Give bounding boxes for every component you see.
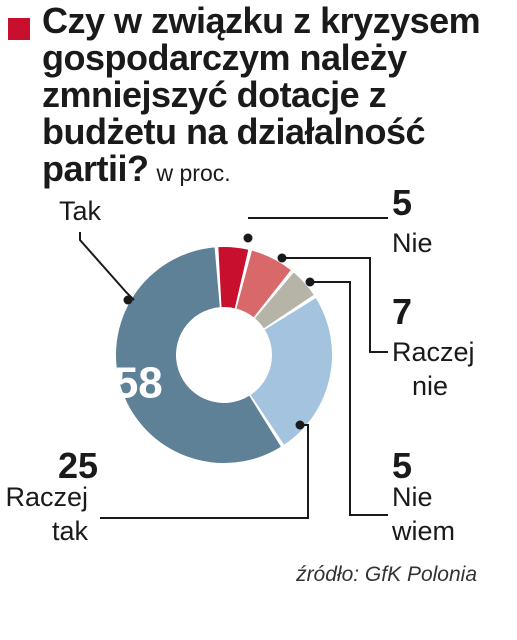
- series-label-tak: Tak: [59, 196, 102, 226]
- leader-dot-nie: [243, 233, 253, 243]
- value-label-raczej-nie: 7: [392, 291, 412, 332]
- leader-dot-nie-wiem: [305, 277, 315, 287]
- value-label-tak: 58: [114, 359, 163, 408]
- donut-slices: [116, 247, 332, 463]
- leader-dot-raczej-nie: [277, 253, 287, 263]
- leader-line-tak: [79, 232, 135, 301]
- series-label-raczej-tak-line-2: tak: [52, 516, 89, 546]
- slice-raczej-nie: [236, 250, 291, 318]
- leader-line-raczej-nie: [282, 257, 388, 353]
- leader-dot-tak: [123, 295, 133, 305]
- source-note: źródło: GfK Polonia: [296, 563, 477, 586]
- series-label-raczej-nie: Raczej: [392, 337, 475, 367]
- leader-lines: [79, 217, 388, 519]
- title-marker: [8, 18, 30, 40]
- series-label-nie-wiem: Nie: [392, 482, 433, 512]
- slice-nie-wiem: [254, 272, 314, 329]
- leader-dot-raczej-tak: [295, 420, 305, 430]
- series-label-raczej-nie-line-2: nie: [412, 371, 448, 401]
- slice-nie: [218, 247, 249, 309]
- series-label-nie-wiem-line-2: wiem: [391, 516, 455, 546]
- series-label-raczej-tak: Raczej: [5, 482, 88, 512]
- chart-title: Czy w związku z kryzysem gospodarczym na…: [42, 0, 481, 189]
- slice-raczej-tak: [250, 298, 332, 445]
- leader-line-nie-wiem: [310, 281, 388, 516]
- value-label-nie: 5: [392, 182, 412, 223]
- unit-label: w proc.: [156, 160, 231, 186]
- series-label-nie: Nie: [392, 228, 433, 258]
- value-label-raczej-tak: 25: [58, 445, 98, 486]
- slice-tak: [116, 247, 281, 463]
- value-label-nie-wiem: 5: [392, 445, 412, 486]
